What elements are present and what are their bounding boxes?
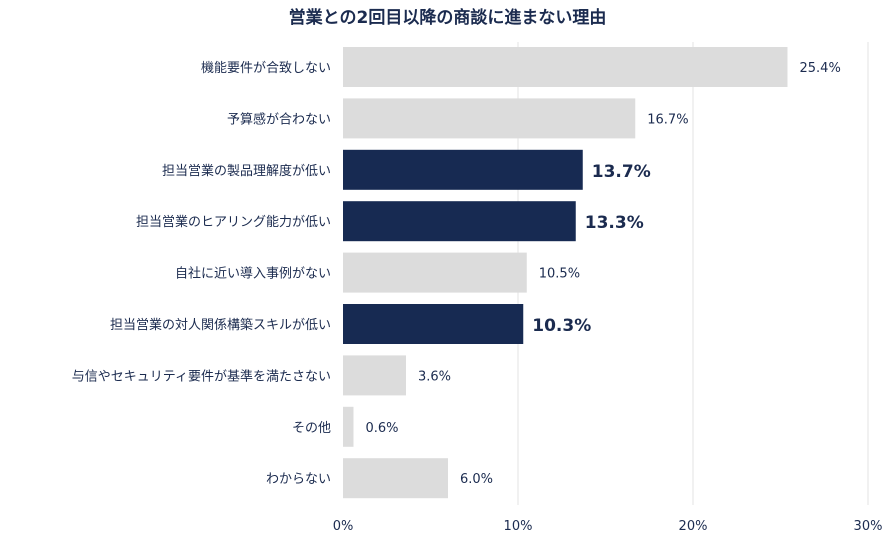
bar (343, 355, 406, 396)
value-label: 13.3% (585, 213, 644, 233)
category-label: 自社に近い導入事例がない (175, 266, 331, 282)
category-label: わからない (266, 472, 331, 487)
category-label: 担当営業のヒアリング能力が低い (136, 214, 331, 230)
bar (343, 47, 788, 87)
category-label: 担当営業の対人関係構築スキルが低い (110, 317, 331, 333)
category-label: その他 (292, 421, 331, 436)
value-label: 16.7% (647, 112, 688, 127)
x-tick-label: 0% (333, 519, 354, 534)
category-label: 担当営業の製品理解度が低い (162, 163, 331, 179)
value-label: 10.3% (532, 316, 591, 336)
value-label: 25.4% (800, 61, 841, 76)
value-label: 10.5% (539, 267, 580, 282)
category-label: 予算感が合わない (227, 111, 331, 127)
value-label: 0.6% (366, 421, 399, 436)
x-tick-label: 20% (679, 519, 708, 534)
bar (343, 252, 527, 293)
chart-title: 営業との2回目以降の商談に進まない理由 (288, 8, 607, 28)
bar (343, 304, 524, 344)
bar (343, 98, 636, 139)
x-tick-label: 10% (504, 519, 533, 534)
bar (343, 406, 354, 447)
bar (343, 201, 576, 242)
value-label: 13.7% (592, 162, 651, 182)
category-label: 与信やセキュリティ要件が基準を満たさない (72, 368, 331, 384)
x-tick-label: 30% (854, 519, 883, 534)
category-label: 機能要件が合致しない (201, 61, 331, 76)
value-label: 6.0% (460, 472, 493, 487)
bar (343, 458, 448, 499)
value-label: 3.6% (418, 369, 451, 384)
bar (343, 149, 583, 190)
